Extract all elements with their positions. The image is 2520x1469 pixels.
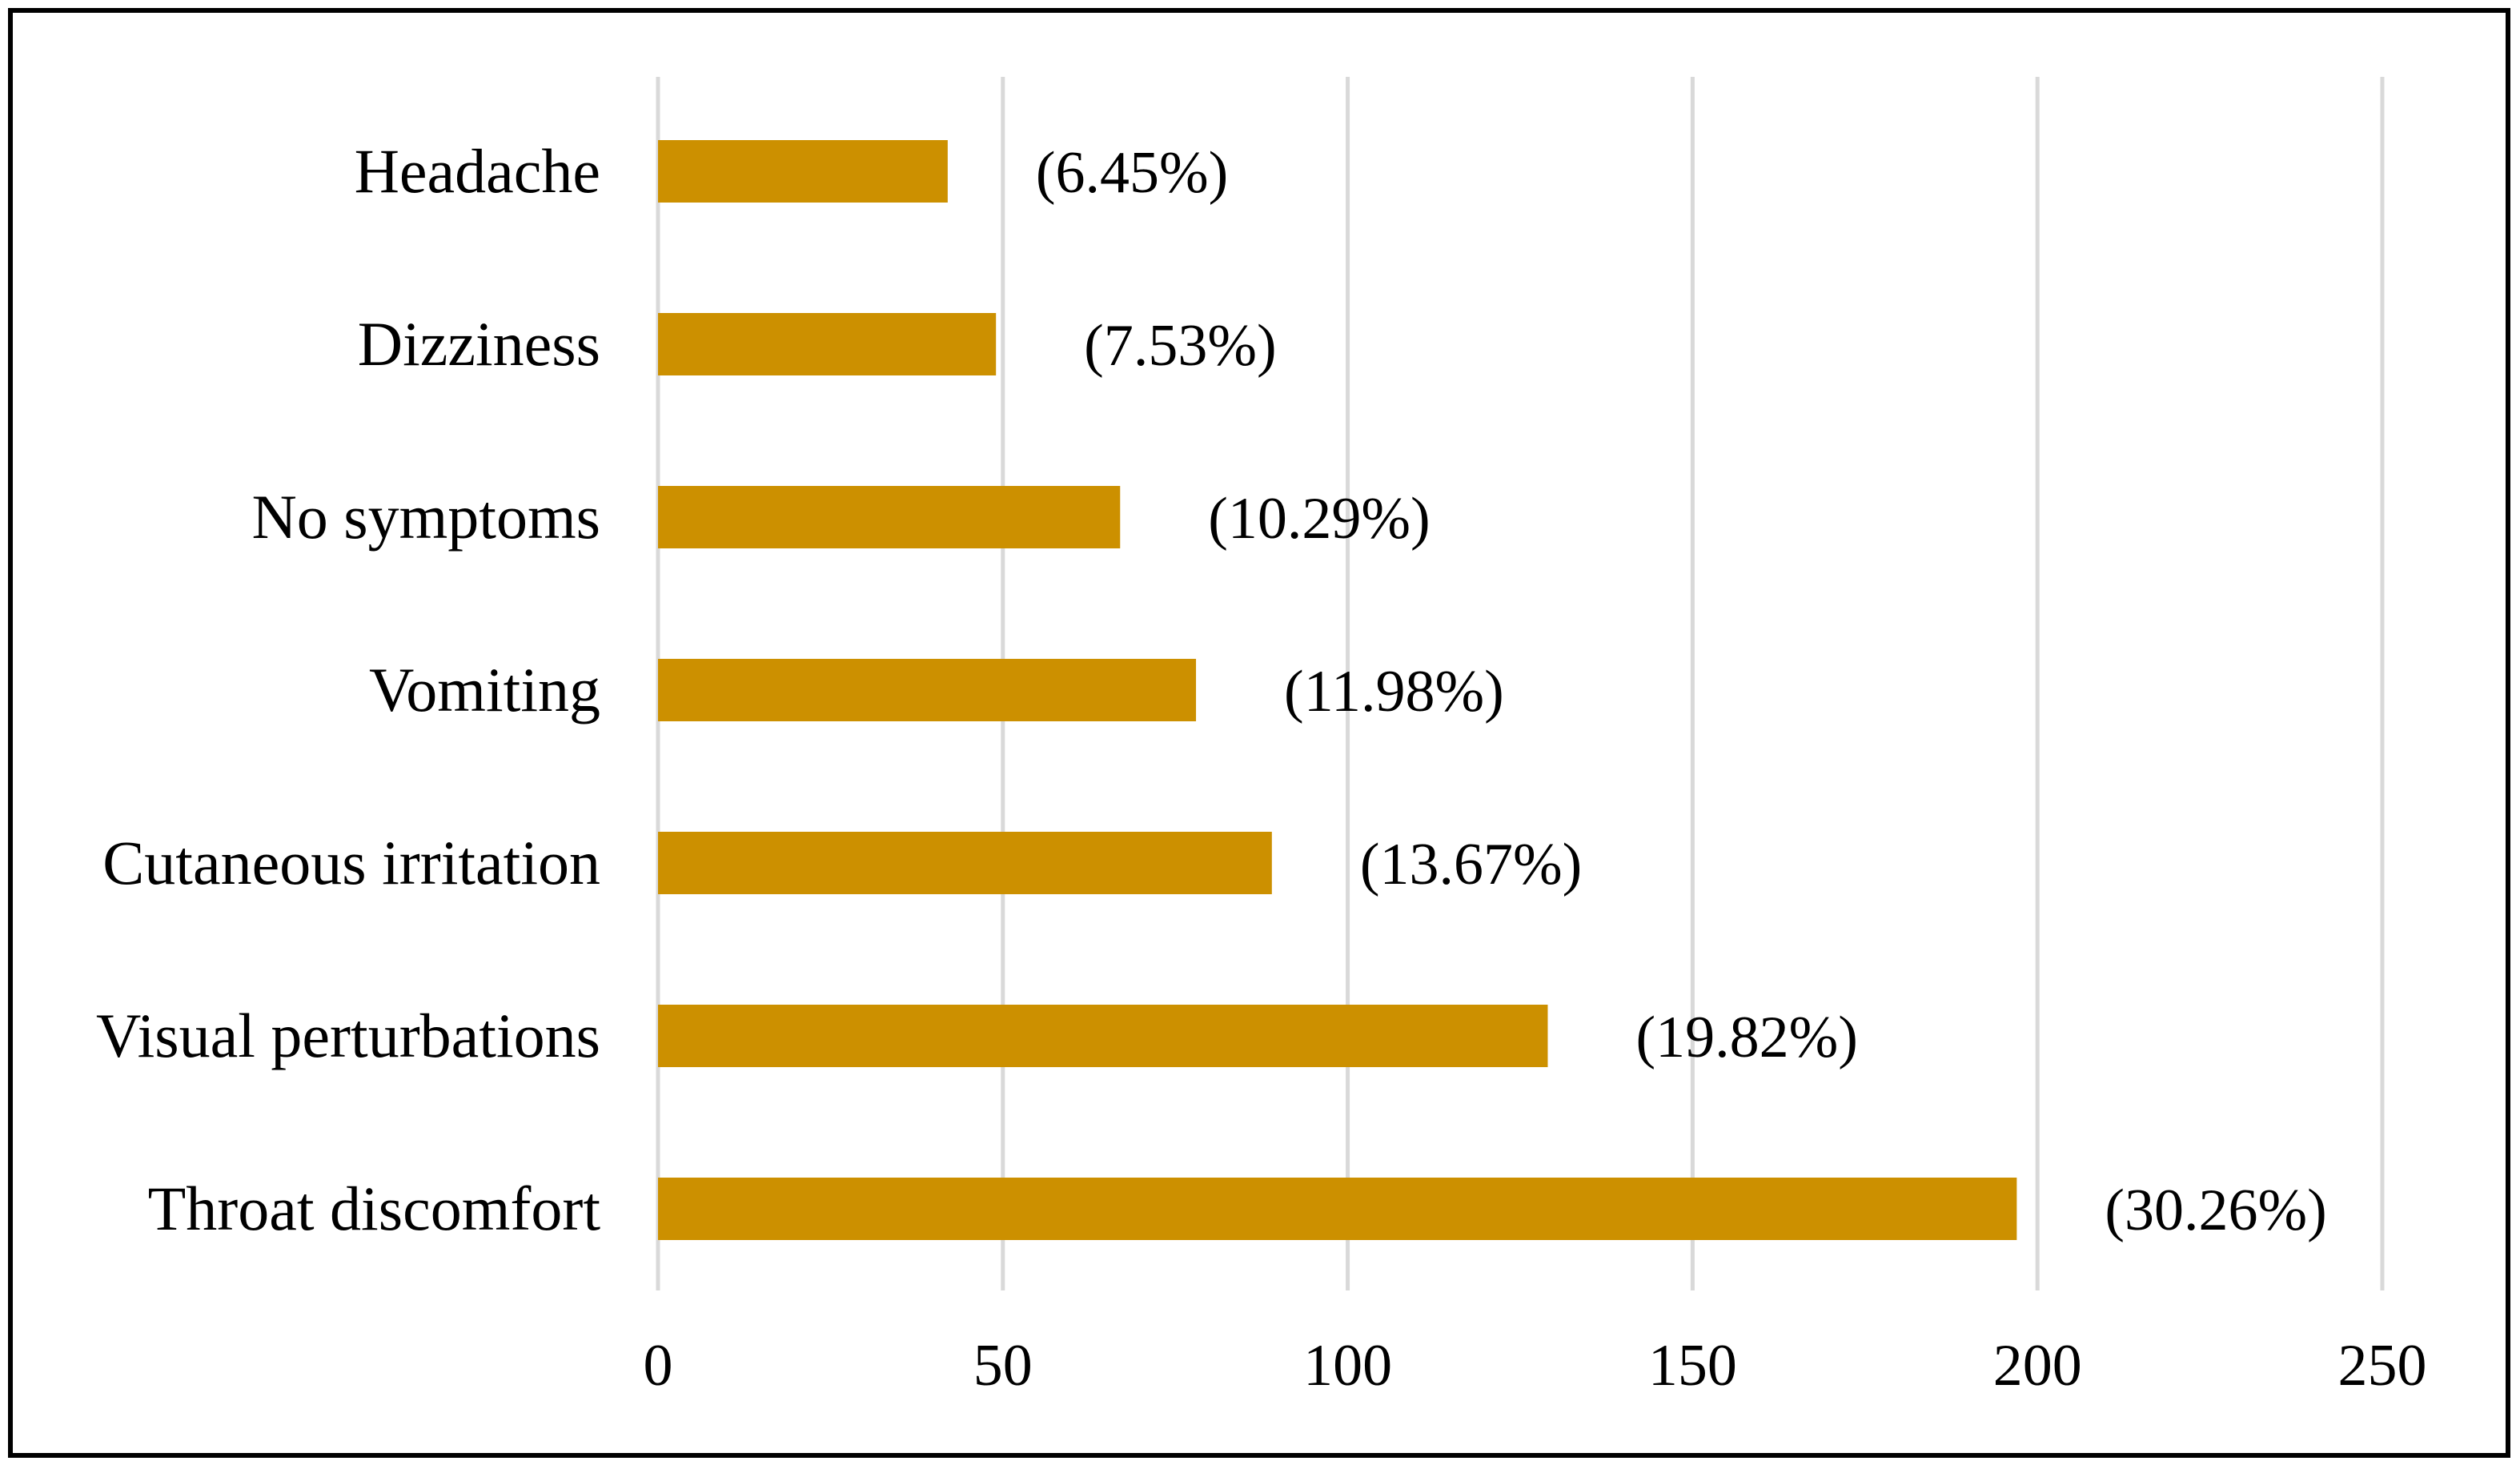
category-label-visual-perturbations: Visual perturbations — [96, 1001, 600, 1070]
data-label-headache: (6.45%) — [1036, 140, 1228, 206]
category-label-vomiting: Vomiting — [369, 655, 600, 724]
data-label-visual-perturbations: (19.82%) — [1635, 1005, 1857, 1070]
data-label-throat-discomfort: (30.26%) — [2105, 1178, 2326, 1243]
category-label-headache: Headache — [355, 136, 600, 206]
bars — [658, 140, 2017, 1240]
x-tick-label-0: 0 — [644, 1333, 673, 1399]
bar-cutaneous-irritation — [658, 832, 1272, 894]
data-label-cutaneous-irritation: (13.67%) — [1360, 832, 1582, 897]
data-label-no-symptoms: (10.29%) — [1208, 486, 1430, 552]
bar-throat-discomfort — [658, 1178, 2017, 1240]
data-label-dizziness: (7.53%) — [1084, 313, 1276, 379]
category-label-throat-discomfort: Throat discomfort — [148, 1174, 601, 1243]
bar-dizziness — [658, 313, 997, 375]
x-tick-label-50: 50 — [973, 1333, 1033, 1399]
bar-vomiting — [658, 659, 1197, 721]
bar-no-symptoms — [658, 486, 1121, 548]
bar-headache — [658, 140, 948, 203]
x-tick-label-250: 250 — [2338, 1333, 2427, 1399]
x-tick-label-100: 100 — [1303, 1333, 1392, 1399]
data-labels: (6.45%) (7.53%) (10.29%) (11.98%) (13.67%) (1… — [1036, 140, 2327, 1243]
x-tick-label-200: 200 — [1993, 1333, 2082, 1399]
x-tick-label-150: 150 — [1648, 1333, 1737, 1399]
gridlines — [656, 77, 2385, 1290]
x-axis-tick-labels: 0 50 100 150 200 250 — [644, 1333, 2427, 1399]
category-label-dizziness: Dizziness — [358, 309, 600, 379]
category-label-no-symptoms: No symptoms — [251, 482, 600, 552]
data-label-vomiting: (11.98%) — [1284, 659, 1504, 724]
bar-visual-perturbations — [658, 1005, 1548, 1067]
category-label-cutaneous-irritation: Cutaneous irritation — [102, 828, 600, 897]
category-labels: Headache Dizziness No symptoms Vomiting Cuta… — [96, 136, 600, 1243]
